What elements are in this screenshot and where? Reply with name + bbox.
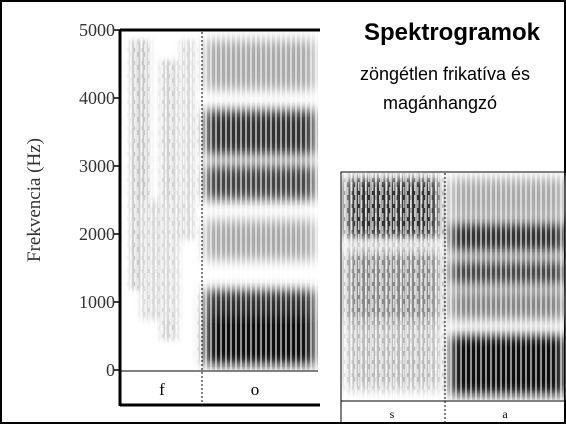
- segment-label: o: [251, 380, 260, 399]
- subtitle-line: magánhangzó: [383, 93, 497, 113]
- y-tick-label: 2000: [79, 224, 115, 244]
- segment-label: s: [390, 407, 395, 421]
- y-tick-label: 4000: [79, 88, 115, 108]
- title: Spektrogramok: [364, 19, 541, 46]
- y-tick-label: 5000: [79, 20, 115, 40]
- spectrogram-left: [122, 32, 318, 370]
- y-tick-label: 3000: [79, 156, 115, 176]
- y-tick-label: 1000: [79, 292, 115, 312]
- spectrogram-right: [341, 173, 566, 400]
- y-tick-label: 0: [106, 360, 115, 380]
- segment-label: a: [502, 407, 508, 421]
- subtitle-line: zöngétlen frikatíva és: [360, 64, 530, 84]
- segment-label: f: [159, 380, 165, 399]
- y-axis-label: Frekvencia (Hz): [24, 138, 45, 262]
- frame-right: [340, 171, 566, 424]
